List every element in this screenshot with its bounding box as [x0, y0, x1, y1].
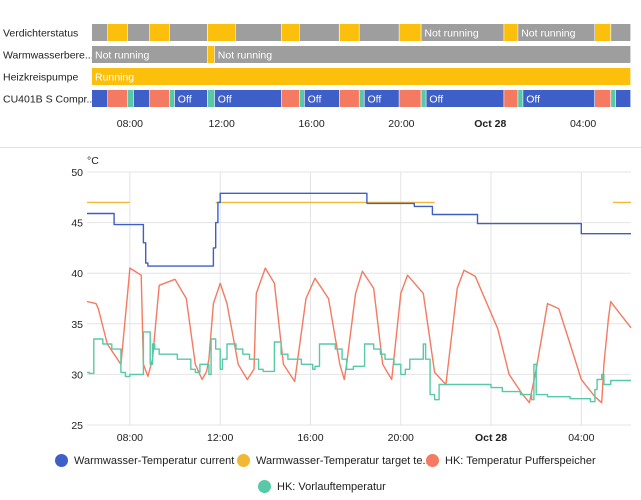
timeline-segment-blue[interactable]: [133, 90, 150, 107]
timeline-segment-label: Running: [95, 72, 134, 84]
timeline-segment-on[interactable]: [281, 24, 299, 41]
timeline-segment-teal[interactable]: [421, 90, 426, 107]
timeline-segment-blue[interactable]: [364, 90, 399, 107]
timeline-x-tick-label: Oct 28: [474, 118, 506, 130]
legend-swatch: [258, 480, 271, 493]
timeline-segment-red[interactable]: [339, 90, 359, 107]
y-tick-label: 45: [71, 218, 83, 230]
timeline-segment-label: Not running: [521, 28, 575, 40]
section-divider: [0, 147, 641, 148]
timeline-segment-teal[interactable]: [518, 90, 523, 107]
timeline-segment-teal[interactable]: [299, 90, 304, 107]
timeline-segment-off[interactable]: [92, 24, 108, 41]
timeline-segment-off[interactable]: [235, 24, 282, 41]
timeline-segment-label: Off: [178, 94, 192, 106]
timeline-segment-teal[interactable]: [611, 90, 616, 107]
legend-label: Warmwasser-Temperatur current t...: [74, 454, 250, 467]
timeline-x-tick-label: 16:00: [298, 118, 324, 130]
x-tick-label: 12:00: [207, 432, 233, 444]
timeline-segment-on[interactable]: [595, 24, 611, 41]
timeline-segment-on[interactable]: [149, 24, 170, 41]
timeline-segment-blue[interactable]: [174, 90, 208, 107]
timeline-x-tick-label: 20:00: [388, 118, 414, 130]
timeline-segment-on[interactable]: [207, 24, 236, 41]
timeline-segment-label: Not running: [424, 28, 478, 40]
legend-swatch: [426, 454, 439, 467]
timeline-segment-blue[interactable]: [426, 90, 504, 107]
legend-swatch: [55, 454, 68, 467]
x-tick-label: 20:00: [388, 432, 414, 444]
timeline-segment-teal[interactable]: [128, 90, 134, 107]
timeline-segment-blue[interactable]: [214, 90, 282, 107]
timeline-segment-red[interactable]: [108, 90, 128, 107]
timeline-x-tick-label: 04:00: [570, 118, 596, 130]
timeline-segment-off[interactable]: [611, 24, 631, 41]
timeline-segment-on[interactable]: [207, 46, 215, 63]
x-tick-label: 08:00: [117, 432, 143, 444]
timeline-segment-on[interactable]: [92, 68, 631, 85]
y-tick-label: 25: [71, 420, 83, 432]
series-line-warmwasser-temperatur-current-t[interactable]: [87, 192, 631, 267]
timeline-segment-blue[interactable]: [304, 90, 339, 107]
timeline-segment-on[interactable]: [339, 24, 359, 41]
temperature-line-chart: °C 25 30 35 40 45 50 08:00 12:00 16:00 20:00 Oct 28…: [71, 155, 632, 444]
y-axis-unit-label: °C: [87, 155, 99, 167]
y-tick-label: 50: [71, 167, 83, 179]
timeline-segment-label: Off: [526, 94, 540, 106]
timeline-segment-off[interactable]: [359, 24, 399, 41]
x-tick-label: Oct 28: [475, 432, 507, 444]
legend-item-warmwasser-temperatur-target-te[interactable]: Warmwasser-Temperatur target te...: [237, 454, 432, 467]
timeline-x-tick-label: 08:00: [117, 118, 143, 130]
timeline-segment-off[interactable]: [421, 24, 504, 41]
timeline-segment-teal[interactable]: [169, 90, 175, 107]
legend-item-hk-vorlauftemperatur[interactable]: HK: Vorlauftemperatur: [258, 480, 386, 493]
timeline-segment-label: Off: [308, 94, 322, 106]
timeline-segment-off[interactable]: [128, 24, 150, 41]
timeline-segment-red[interactable]: [399, 90, 421, 107]
series-line-hk-temperatur-pufferspeicher[interactable]: [86, 267, 632, 404]
timeline-segment-on[interactable]: [399, 24, 421, 41]
timeline-segment-blue[interactable]: [523, 90, 595, 107]
timeline-segment-blue[interactable]: [616, 90, 631, 107]
timeline-segment-off[interactable]: [169, 24, 208, 41]
timeline-segment-label: Off: [429, 94, 443, 106]
x-tick-label: 04:00: [568, 432, 594, 444]
legend-item-warmwasser-temperatur-current-t[interactable]: Warmwasser-Temperatur current t...: [55, 454, 250, 467]
timeline-segment-red[interactable]: [149, 90, 170, 107]
legend-label: Warmwasser-Temperatur target te...: [256, 454, 432, 467]
timeline-segment-red[interactable]: [504, 90, 518, 107]
timeline-segment-label: Not running: [95, 50, 149, 62]
y-tick-label: 35: [71, 319, 83, 331]
timeline-segment-label: Off: [368, 94, 382, 106]
timeline-segment-teal[interactable]: [207, 90, 215, 107]
timeline-row-label-cu401b-s-compr: CU401B S Compr...: [3, 94, 95, 106]
timeline-segment-red[interactable]: [281, 90, 299, 107]
timeline-segment-teal[interactable]: [359, 90, 364, 107]
y-tick-label: 40: [71, 268, 83, 280]
timeline-segment-red[interactable]: [595, 90, 611, 107]
timeline-chart: Verdichterstatus Not running Not runningWa…: [3, 24, 631, 130]
legend-item-hk-temperatur-pufferspeicher[interactable]: HK: Temperatur Pufferspeicher: [426, 454, 596, 467]
timeline-x-tick-label: 12:00: [209, 118, 235, 130]
timeline-row-label-warmwasserbere: Warmwasserbere...: [3, 50, 94, 62]
timeline-segment-off[interactable]: [518, 24, 595, 41]
timeline-row-label-verdichterstatus: Verdichterstatus: [3, 28, 78, 40]
timeline-segment-label: Off: [218, 94, 232, 106]
legend-label: HK: Vorlauftemperatur: [277, 480, 386, 493]
timeline-segment-off[interactable]: [92, 46, 208, 63]
series-line-hk-vorlauftemperatur[interactable]: [87, 331, 631, 403]
timeline-row-label-heizkreispumpe: Heizkreispumpe: [3, 72, 78, 84]
legend-label: HK: Temperatur Pufferspeicher: [445, 454, 596, 467]
y-tick-label: 30: [71, 369, 83, 381]
timeline-segment-label: Not running: [218, 50, 272, 62]
timeline-segment-off[interactable]: [299, 24, 339, 41]
legend-swatch: [237, 454, 250, 467]
timeline-segment-blue[interactable]: [92, 90, 108, 107]
timeline-segment-on[interactable]: [108, 24, 128, 41]
x-tick-label: 16:00: [297, 432, 323, 444]
timeline-segment-off[interactable]: [214, 46, 631, 63]
timeline-segment-on[interactable]: [504, 24, 518, 41]
